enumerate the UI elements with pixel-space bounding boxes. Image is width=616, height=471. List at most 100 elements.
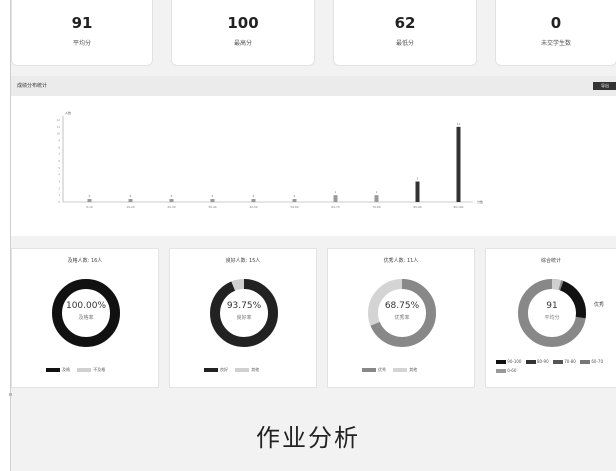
pass-card-title: 及格人数: 16人 [67, 258, 103, 264]
y-axis-label: 人数 [65, 110, 71, 115]
stats-row: 91 平均分 100 最高分 62 最低分 0 未交学生数 [11, 0, 616, 70]
good-rate-value: 93.75% [226, 301, 262, 311]
excellent-legend: 优秀 其他 [362, 367, 423, 373]
legend-fail[interactable]: 不及格 [93, 367, 106, 372]
legend-pass[interactable]: 及格 [62, 367, 70, 372]
bar-data-label: 0 [89, 194, 91, 198]
legend-range-80-90[interactable]: 80-90 [537, 359, 549, 364]
x-tick-label: 20-30 [167, 205, 175, 209]
legend-swatch-light [77, 368, 92, 372]
bar-data-label: 0 [294, 194, 296, 198]
y-tick-label: 8 [58, 145, 60, 149]
bar [210, 199, 215, 202]
bar-data-label: 0 [253, 194, 255, 198]
y-tick-label: 1 [58, 193, 60, 197]
bar [292, 199, 297, 202]
summary-callout: 优秀 [594, 302, 605, 308]
summary-card-title: 综合统计 [540, 258, 561, 264]
summary-donut: 91 平均分 [516, 277, 588, 349]
stat-lowest: 62 最低分 [333, 0, 477, 66]
excellent-donut-arc [368, 279, 436, 347]
bar [415, 181, 420, 202]
stat-not-submitted-label: 未交学生数 [540, 40, 571, 47]
pass-rate-value: 100.00% [65, 301, 107, 311]
legend-range-60-70[interactable]: 60-70 [591, 359, 604, 364]
stat-not-submitted: 0 未交学生数 [495, 0, 616, 66]
pass-rate-card: 及格人数: 16人 100.00% 及格率 及格 不及格 [11, 248, 159, 388]
stat-average: 91 平均分 [11, 0, 153, 66]
legend-swatch-dark [525, 360, 536, 364]
good-card-title: 良好人数: 15人 [225, 258, 261, 264]
stat-lowest-value: 62 [394, 14, 416, 32]
stat-not-submitted-value: 0 [550, 14, 562, 32]
pass-donut-arc [52, 279, 120, 347]
x-axis-label: 分数 [477, 199, 483, 204]
score-distribution-panel: 成绩分布统计 导出 人数 分数 0 1 2 3 4 5 6 7 8 9 10 11 12 0 0-10 0 10-2… [11, 76, 616, 236]
bar-data-label: 11 [457, 122, 461, 126]
bar [87, 199, 92, 202]
chart-header: 成绩分布统计 导出 [11, 76, 616, 96]
summary-card: 综合统计 91 平均分 优秀 90-100 80-90 70-80 60-70 … [485, 248, 616, 388]
excellent-donut: 68.75% 优秀率 [366, 277, 438, 349]
pass-donut: 100.00% 及格率 [50, 277, 122, 349]
export-button[interactable]: 导出 [593, 82, 616, 90]
good-donut: 93.75% 良好率 [208, 277, 280, 349]
legend-swatch-light [235, 368, 250, 372]
page-caption: 作业分析 [256, 424, 360, 452]
legend-swatch-light [496, 369, 506, 373]
excellent-card-title: 优秀人数: 11人 [383, 258, 419, 264]
x-tick-label: 0-10 [86, 205, 93, 209]
x-tick-label: 80-90 [413, 205, 421, 209]
good-rate-label: 良好率 [236, 315, 252, 321]
legend-swatch-mid [580, 360, 591, 364]
legend-other[interactable]: 其他 [409, 367, 418, 372]
bar [333, 195, 338, 202]
y-tick-label: 3 [58, 180, 60, 184]
stat-lowest-label: 最低分 [395, 40, 414, 47]
bar [251, 199, 256, 202]
x-tick-label: 10-20 [126, 205, 134, 209]
x-tick-label: 60-70 [331, 205, 339, 209]
stat-highest-value: 100 [227, 14, 259, 32]
legend-swatch-dark [496, 360, 506, 364]
y-tick-label: 9 [58, 139, 60, 143]
excellent-rate-value: 68.75% [384, 301, 420, 311]
x-tick-label: 50-60 [290, 205, 298, 209]
summary-average-value: 91 [546, 301, 558, 311]
pass-rate-label: 及格率 [78, 315, 94, 321]
excellent-rate-card: 优秀人数: 11人 68.75% 优秀率 优秀 其他 [327, 248, 475, 388]
bar [169, 199, 174, 202]
legend-other[interactable]: 其他 [251, 367, 260, 372]
dashboard-frame: 91 平均分 100 最高分 62 最低分 0 未交学生数 成绩分布统计 导出 … [10, 0, 616, 471]
good-donut-arc [210, 279, 278, 347]
excellent-rate-label: 优秀率 [394, 315, 410, 321]
score-bar-chart: 人数分数012345678910111200-10010-20020-30030… [57, 110, 483, 209]
summary-average-label: 平均分 [544, 315, 560, 321]
legend-range-0-60[interactable]: 0-60 [507, 368, 517, 373]
bar-data-label: 0 [171, 194, 173, 198]
pass-legend: 及格 不及格 [46, 367, 111, 373]
x-tick-label: 40-50 [249, 205, 257, 209]
bar [456, 126, 461, 202]
legend-range-70-80[interactable]: 70-80 [564, 359, 576, 364]
y-tick-label: 10 [57, 132, 61, 136]
chart-title: 成绩分布统计 [17, 83, 48, 89]
summary-donut-seg-dark [518, 279, 586, 347]
bar-data-label: 0 [130, 194, 132, 198]
legend-good[interactable]: 良好 [220, 367, 228, 372]
legend-swatch-mid [362, 368, 376, 372]
bar-data-label: 0 [212, 194, 214, 198]
y-tick-label: 12 [57, 118, 61, 122]
rate-cards-row: 及格人数: 16人 100.00% 及格率 及格 不及格 良好人数: 15人 [11, 248, 616, 388]
legend-swatch-dark [46, 368, 60, 372]
summary-legend: 90-100 80-90 70-80 60-70 0-60 [496, 357, 614, 375]
stat-average-label: 平均分 [72, 40, 91, 47]
bar-data-label: 1 [335, 190, 337, 194]
y-tick-label: 2 [58, 186, 60, 190]
legend-range-90-100[interactable]: 90-100 [507, 359, 522, 364]
stat-highest-label: 最高分 [233, 40, 252, 47]
y-tick-label: 11 [57, 125, 61, 129]
legend-excellent[interactable]: 优秀 [378, 367, 386, 372]
good-legend: 良好 其他 [204, 367, 265, 373]
y-tick-label: 4 [58, 173, 60, 177]
